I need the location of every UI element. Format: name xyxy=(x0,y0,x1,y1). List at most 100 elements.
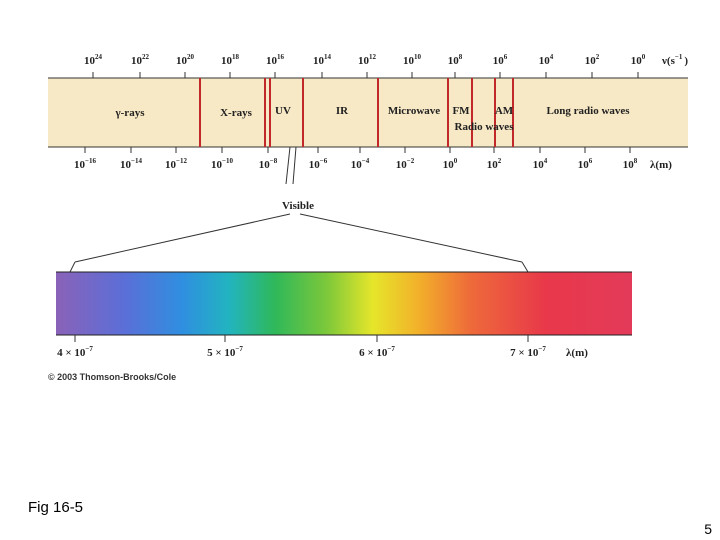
visible-spectrum xyxy=(56,272,632,335)
base: 10 xyxy=(578,159,590,171)
wavelength-tick-label: 10−6 xyxy=(309,157,328,171)
coefficient: 5 × xyxy=(207,347,224,359)
label-exp: −1 xyxy=(675,53,683,61)
base: 10 xyxy=(493,55,505,67)
exponent: −10 xyxy=(222,157,233,165)
frequency-axis-label: ν(s−1) xyxy=(661,53,688,67)
wavelength-tick-label: 10−12 xyxy=(165,157,187,171)
base: 10 xyxy=(224,347,236,359)
visible-pointer xyxy=(292,146,297,185)
exponent: −7 xyxy=(538,345,546,353)
base: 10 xyxy=(120,159,132,171)
band-label: X-rays xyxy=(220,107,252,119)
band-label: Radio waves xyxy=(455,121,515,133)
band-label: Long radio waves xyxy=(546,105,630,117)
band-label: FM xyxy=(452,105,470,117)
visible-axis-label: λ(m) xyxy=(566,347,588,359)
zoom-line xyxy=(299,213,523,263)
wavelength-tick-label: 10−4 xyxy=(351,157,370,171)
exponent: −16 xyxy=(85,157,96,165)
exponent: 10 xyxy=(414,53,422,61)
exponent: −7 xyxy=(85,345,93,353)
base: 10 xyxy=(351,159,363,171)
base: 10 xyxy=(487,159,499,171)
base: 10 xyxy=(396,159,408,171)
exponent: 16 xyxy=(277,53,285,61)
exponent: −2 xyxy=(407,157,415,165)
base: 10 xyxy=(74,159,86,171)
base: 10 xyxy=(376,347,388,359)
exponent: 4 xyxy=(544,157,548,165)
base: 10 xyxy=(211,159,223,171)
base: 10 xyxy=(443,159,455,171)
base: 10 xyxy=(527,347,539,359)
exponent: 14 xyxy=(324,53,332,61)
base: 10 xyxy=(74,347,86,359)
wavelength-tick-label: 10−14 xyxy=(120,157,142,171)
zoom-line xyxy=(74,213,291,263)
exponent: 6 xyxy=(589,157,593,165)
exponent: 18 xyxy=(232,53,240,61)
exponent: 2 xyxy=(498,157,502,165)
base: 10 xyxy=(533,159,545,171)
base: 10 xyxy=(165,159,177,171)
frequency-tick-label: 1022 xyxy=(131,53,150,67)
frequency-tick-label: 1018 xyxy=(221,53,240,67)
wavelength-tick-label: 10−8 xyxy=(259,157,278,171)
frequency-tick-label: 100 xyxy=(631,53,646,67)
base: 10 xyxy=(313,55,325,67)
exponent: 8 xyxy=(634,157,638,165)
exponent: 24 xyxy=(95,53,103,61)
exponent: 12 xyxy=(369,53,377,61)
wavelength-tick-label: 108 xyxy=(623,157,638,171)
coefficient: 6 × xyxy=(359,347,376,359)
frequency-tick-label: 104 xyxy=(539,53,554,67)
exponent: −4 xyxy=(362,157,370,165)
exponent: 20 xyxy=(187,53,195,61)
wavelength-tick-label: 10−10 xyxy=(211,157,233,171)
base: 10 xyxy=(131,55,143,67)
base: 10 xyxy=(403,55,415,67)
band-label: Microwave xyxy=(388,105,440,117)
zoom-line xyxy=(69,261,76,273)
label-end: ) xyxy=(684,55,688,67)
band-label: IR xyxy=(336,105,349,117)
visible-tick-label: 7 × 10−7 xyxy=(510,345,546,359)
exponent: 0 xyxy=(642,53,646,61)
exponent: −12 xyxy=(176,157,187,165)
band-label: AM xyxy=(495,105,514,117)
frequency-tick-label: 1016 xyxy=(266,53,285,67)
page-number: 5 xyxy=(704,521,712,537)
band-label: UV xyxy=(275,105,291,117)
base: 10 xyxy=(358,55,370,67)
wavelength-tick-label: 10−16 xyxy=(74,157,96,171)
frequency-tick-label: 1010 xyxy=(403,53,422,67)
base: 10 xyxy=(221,55,233,67)
frequency-tick-label: 108 xyxy=(448,53,463,67)
base: 10 xyxy=(84,55,96,67)
zoom-line xyxy=(521,261,529,273)
exponent: −8 xyxy=(270,157,278,165)
base: 10 xyxy=(631,55,643,67)
visible-tick-label: 5 × 10−7 xyxy=(207,345,243,359)
frequency-tick-label: 106 xyxy=(493,53,508,67)
label-text: ν(s xyxy=(661,55,676,67)
coefficient: 7 × xyxy=(510,347,527,359)
frequency-tick-label: 1012 xyxy=(358,53,377,67)
exponent: 8 xyxy=(459,53,463,61)
wavelength-axis-label: λ(m) xyxy=(650,159,672,171)
frequency-tick-label: 1020 xyxy=(176,53,195,67)
exponent: −6 xyxy=(320,157,328,165)
wavelength-tick-label: 10−2 xyxy=(396,157,415,171)
base: 10 xyxy=(259,159,271,171)
visible-tick-label: 6 × 10−7 xyxy=(359,345,395,359)
visible-label: Visible xyxy=(282,200,314,212)
exponent: 0 xyxy=(454,157,458,165)
copyright: © 2003 Thomson-Brooks/Cole xyxy=(48,372,176,382)
wavelength-tick-label: 100 xyxy=(443,157,458,171)
spectrum-band xyxy=(48,78,688,147)
frequency-tick-label: 1014 xyxy=(313,53,332,67)
frequency-tick-label: 102 xyxy=(585,53,600,67)
base: 10 xyxy=(309,159,321,171)
